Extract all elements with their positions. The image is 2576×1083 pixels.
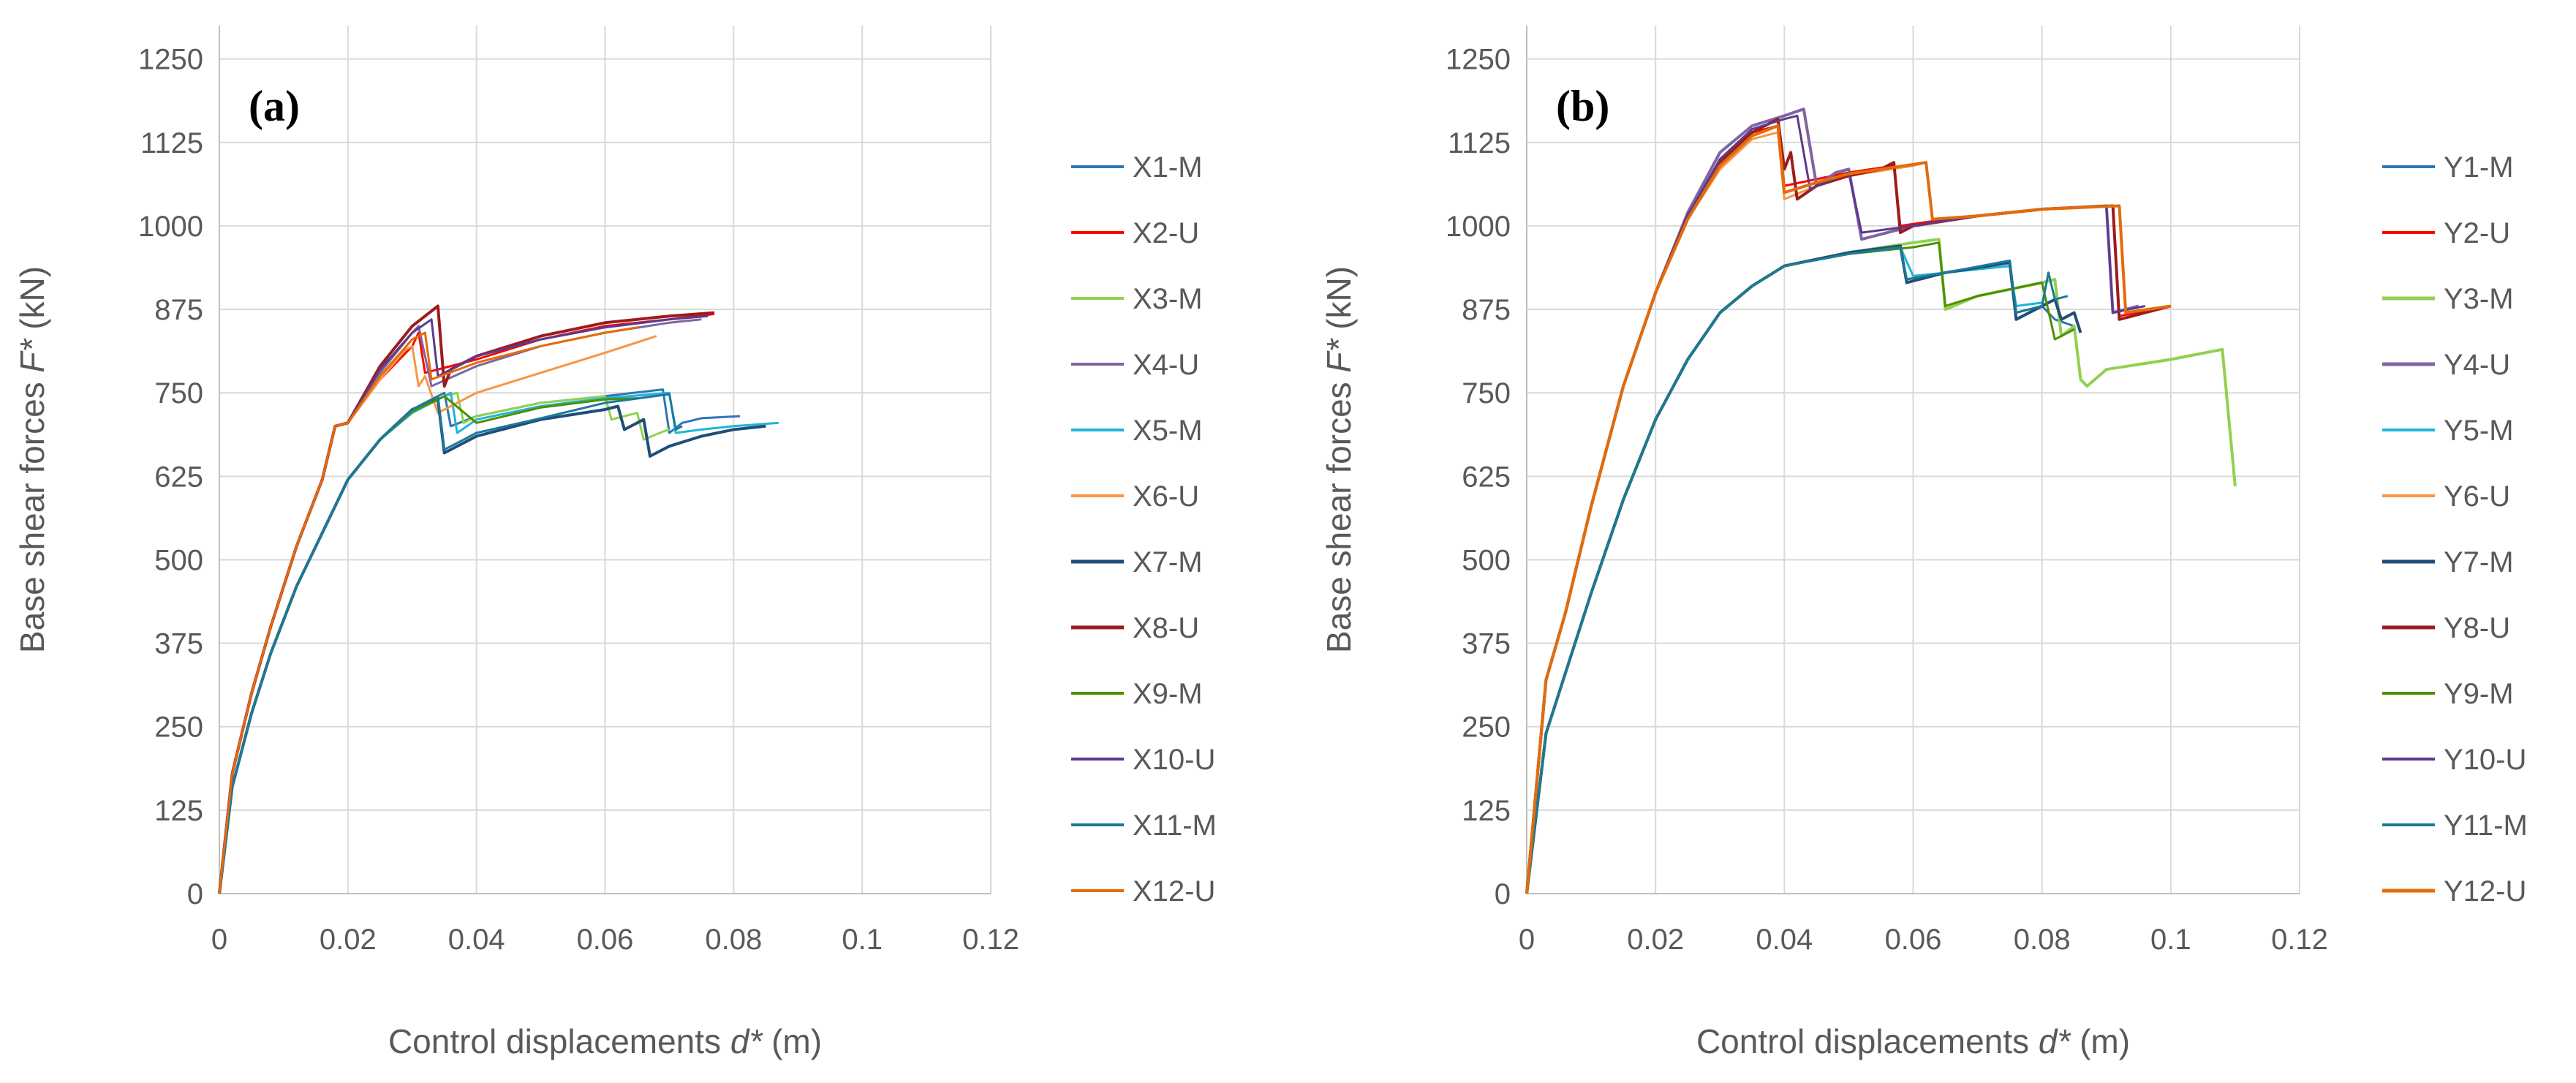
legend-label: X6-U	[1133, 480, 1199, 513]
x-tick-label: 0.06	[577, 924, 634, 956]
y-tick-label: 375	[1462, 628, 1511, 660]
y-tick-label: 1125	[1448, 127, 1511, 159]
legend-label: X7-M	[1133, 546, 1203, 578]
panel-a: 0 125 250 375 500 625 750 875 1000 1125 1250 0 0.02 0…	[13, 26, 1217, 1060]
legend-label: Y7-M	[2444, 546, 2514, 578]
legend-label: X10-U	[1133, 744, 1215, 776]
y-axis-label-unit: (kN)	[13, 266, 51, 339]
y-axis-label-unit: (kN)	[1320, 266, 1358, 339]
y-tick-label: 875	[154, 294, 203, 326]
y-tick-label: 125	[1462, 795, 1511, 827]
x-tick-label: 0.1	[2150, 924, 2191, 956]
panel-b: 0 125 250 375 500 625 750 875 1000 1125 1250 0 0.02 0…	[1320, 26, 2528, 1060]
legend-label: Y10-U	[2444, 744, 2526, 776]
y-axis-label-symbol: F*	[1320, 337, 1358, 372]
x-axis-label-symbol: d*	[2039, 1022, 2072, 1060]
y-tick-label: 750	[154, 377, 203, 410]
x-tick-label: 0.04	[448, 924, 505, 956]
x-tick-label: 0	[1519, 924, 1535, 956]
y-tick-label: 250	[1462, 712, 1511, 744]
legend-label: X3-M	[1133, 283, 1203, 315]
y-tick-label: 625	[154, 461, 203, 493]
y-tick-label: 250	[154, 712, 203, 744]
legend-label: Y11-M	[2444, 810, 2528, 842]
legend-label: Y3-M	[2444, 283, 2514, 315]
legend-label: X4-U	[1133, 349, 1199, 381]
y-axis-label-prefix: Base shear forces	[13, 373, 51, 654]
y-axis-label: Base shear forces F* (kN)	[1320, 266, 1358, 653]
legend-label: X1-M	[1133, 151, 1203, 184]
x-axis-label-prefix: Control displacements	[1696, 1022, 2039, 1060]
y-axis-label: Base shear forces F* (kN)	[13, 266, 51, 653]
legend-label: X11-M	[1133, 810, 1217, 842]
y-tick-label: 375	[154, 628, 203, 660]
y-axis-label-prefix: Base shear forces	[1320, 373, 1358, 654]
legend-label: Y5-M	[2444, 415, 2514, 447]
x-tick-label: 0.1	[842, 924, 883, 956]
y-tick-label: 1125	[140, 127, 203, 159]
x-tick-label: 0.08	[2014, 924, 2071, 956]
series-line-x11-m	[218, 393, 683, 894]
y-tick-label: 500	[154, 544, 203, 576]
panel-label: (b)	[1556, 82, 1609, 130]
x-tick-label: 0.02	[1627, 924, 1684, 956]
x-tick-label: 0.08	[705, 924, 762, 956]
series-line-y12-u	[1525, 124, 2172, 894]
x-axis-label-symbol: d*	[730, 1022, 764, 1060]
y-tick-label: 125	[154, 795, 203, 827]
y-tick-label: 1250	[1446, 44, 1511, 76]
legend-label: Y8-U	[2444, 612, 2510, 644]
legend-label: X9-M	[1133, 678, 1203, 710]
x-axis-label: Control displacements d* (m)	[1696, 1022, 2130, 1060]
x-axis-label-prefix: Control displacements	[388, 1022, 730, 1060]
x-tick-label: 0.12	[962, 924, 1019, 956]
legend-label: Y1-M	[2444, 151, 2514, 184]
legend-label: X8-U	[1133, 612, 1199, 644]
legend-label: Y12-U	[2444, 875, 2526, 907]
y-tick-label: 1000	[1446, 211, 1511, 243]
series-line-y11-m	[1525, 246, 2069, 894]
x-axis-label-unit: (m)	[762, 1022, 822, 1060]
legend-label: X12-U	[1133, 875, 1215, 907]
legend-label: Y2-U	[2444, 217, 2510, 249]
x-axis-label-unit: (m)	[2070, 1022, 2130, 1060]
y-tick-label: 1000	[138, 211, 203, 243]
y-tick-label: 0	[187, 878, 203, 910]
y-tick-label: 875	[1462, 294, 1511, 326]
x-axis-label: Control displacements d* (m)	[388, 1022, 822, 1060]
y-tick-label: 625	[1462, 461, 1511, 493]
y-tick-label: 1250	[138, 44, 203, 76]
panel-label: (a)	[249, 82, 300, 130]
y-tick-label: 0	[1495, 878, 1511, 910]
y-tick-label: 750	[1462, 377, 1511, 410]
x-tick-label: 0.04	[1756, 924, 1813, 956]
x-tick-label: 0.06	[1885, 924, 1942, 956]
legend-label: X5-M	[1133, 415, 1203, 447]
x-tick-label: 0.12	[2271, 924, 2328, 956]
y-axis-label-symbol: F*	[13, 337, 51, 372]
y-tick-label: 500	[1462, 544, 1511, 576]
series-line-x12-u	[218, 326, 638, 894]
legend-label: Y6-U	[2444, 480, 2510, 513]
legend-label: X2-U	[1133, 217, 1199, 249]
x-tick-label: 0.02	[320, 924, 377, 956]
x-tick-label: 0	[211, 924, 227, 956]
legend-label: Y9-M	[2444, 678, 2514, 710]
legend-label: Y4-U	[2444, 349, 2510, 381]
